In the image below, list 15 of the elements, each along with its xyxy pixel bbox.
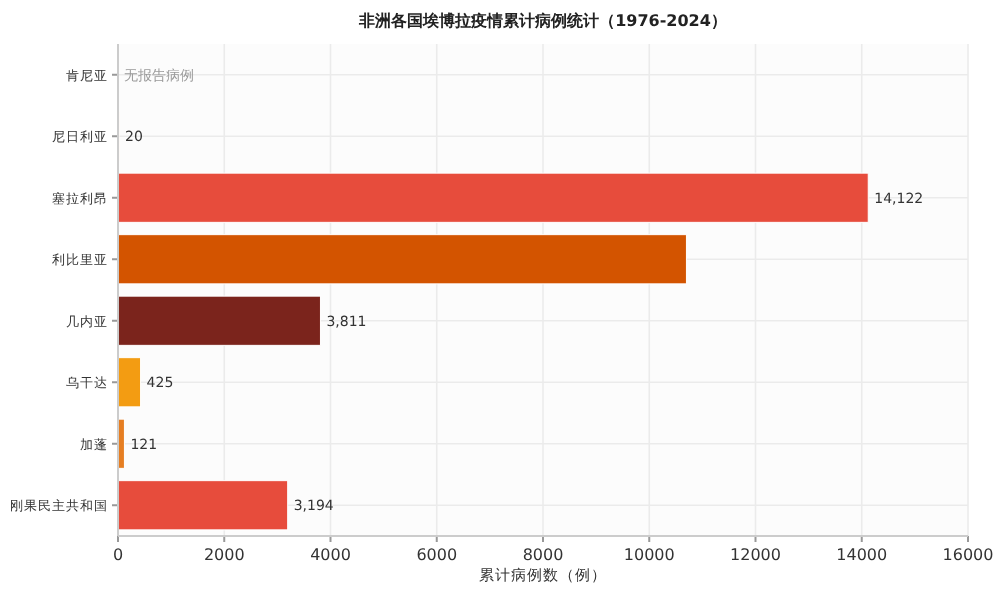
x-tick-label: 12000 <box>730 546 781 564</box>
bar <box>117 357 142 408</box>
x-tick-label: 16000 <box>942 546 994 564</box>
x-tick-label: 10000 <box>623 546 675 564</box>
chart-title: 非洲各国埃博拉疫情累计病例统计（1976-2024） <box>357 12 727 30</box>
bar <box>117 234 687 285</box>
x-tick-label: 2000 <box>203 546 245 564</box>
x-tick-label: 6000 <box>416 546 458 564</box>
bar <box>117 295 321 346</box>
x-tick-label: 14000 <box>836 546 888 564</box>
x-tick-label: 8000 <box>522 546 564 564</box>
x-tick-label: 4000 <box>310 546 351 564</box>
bar <box>117 480 289 531</box>
bar <box>117 172 869 223</box>
x-tick-label: 0 <box>112 546 124 564</box>
